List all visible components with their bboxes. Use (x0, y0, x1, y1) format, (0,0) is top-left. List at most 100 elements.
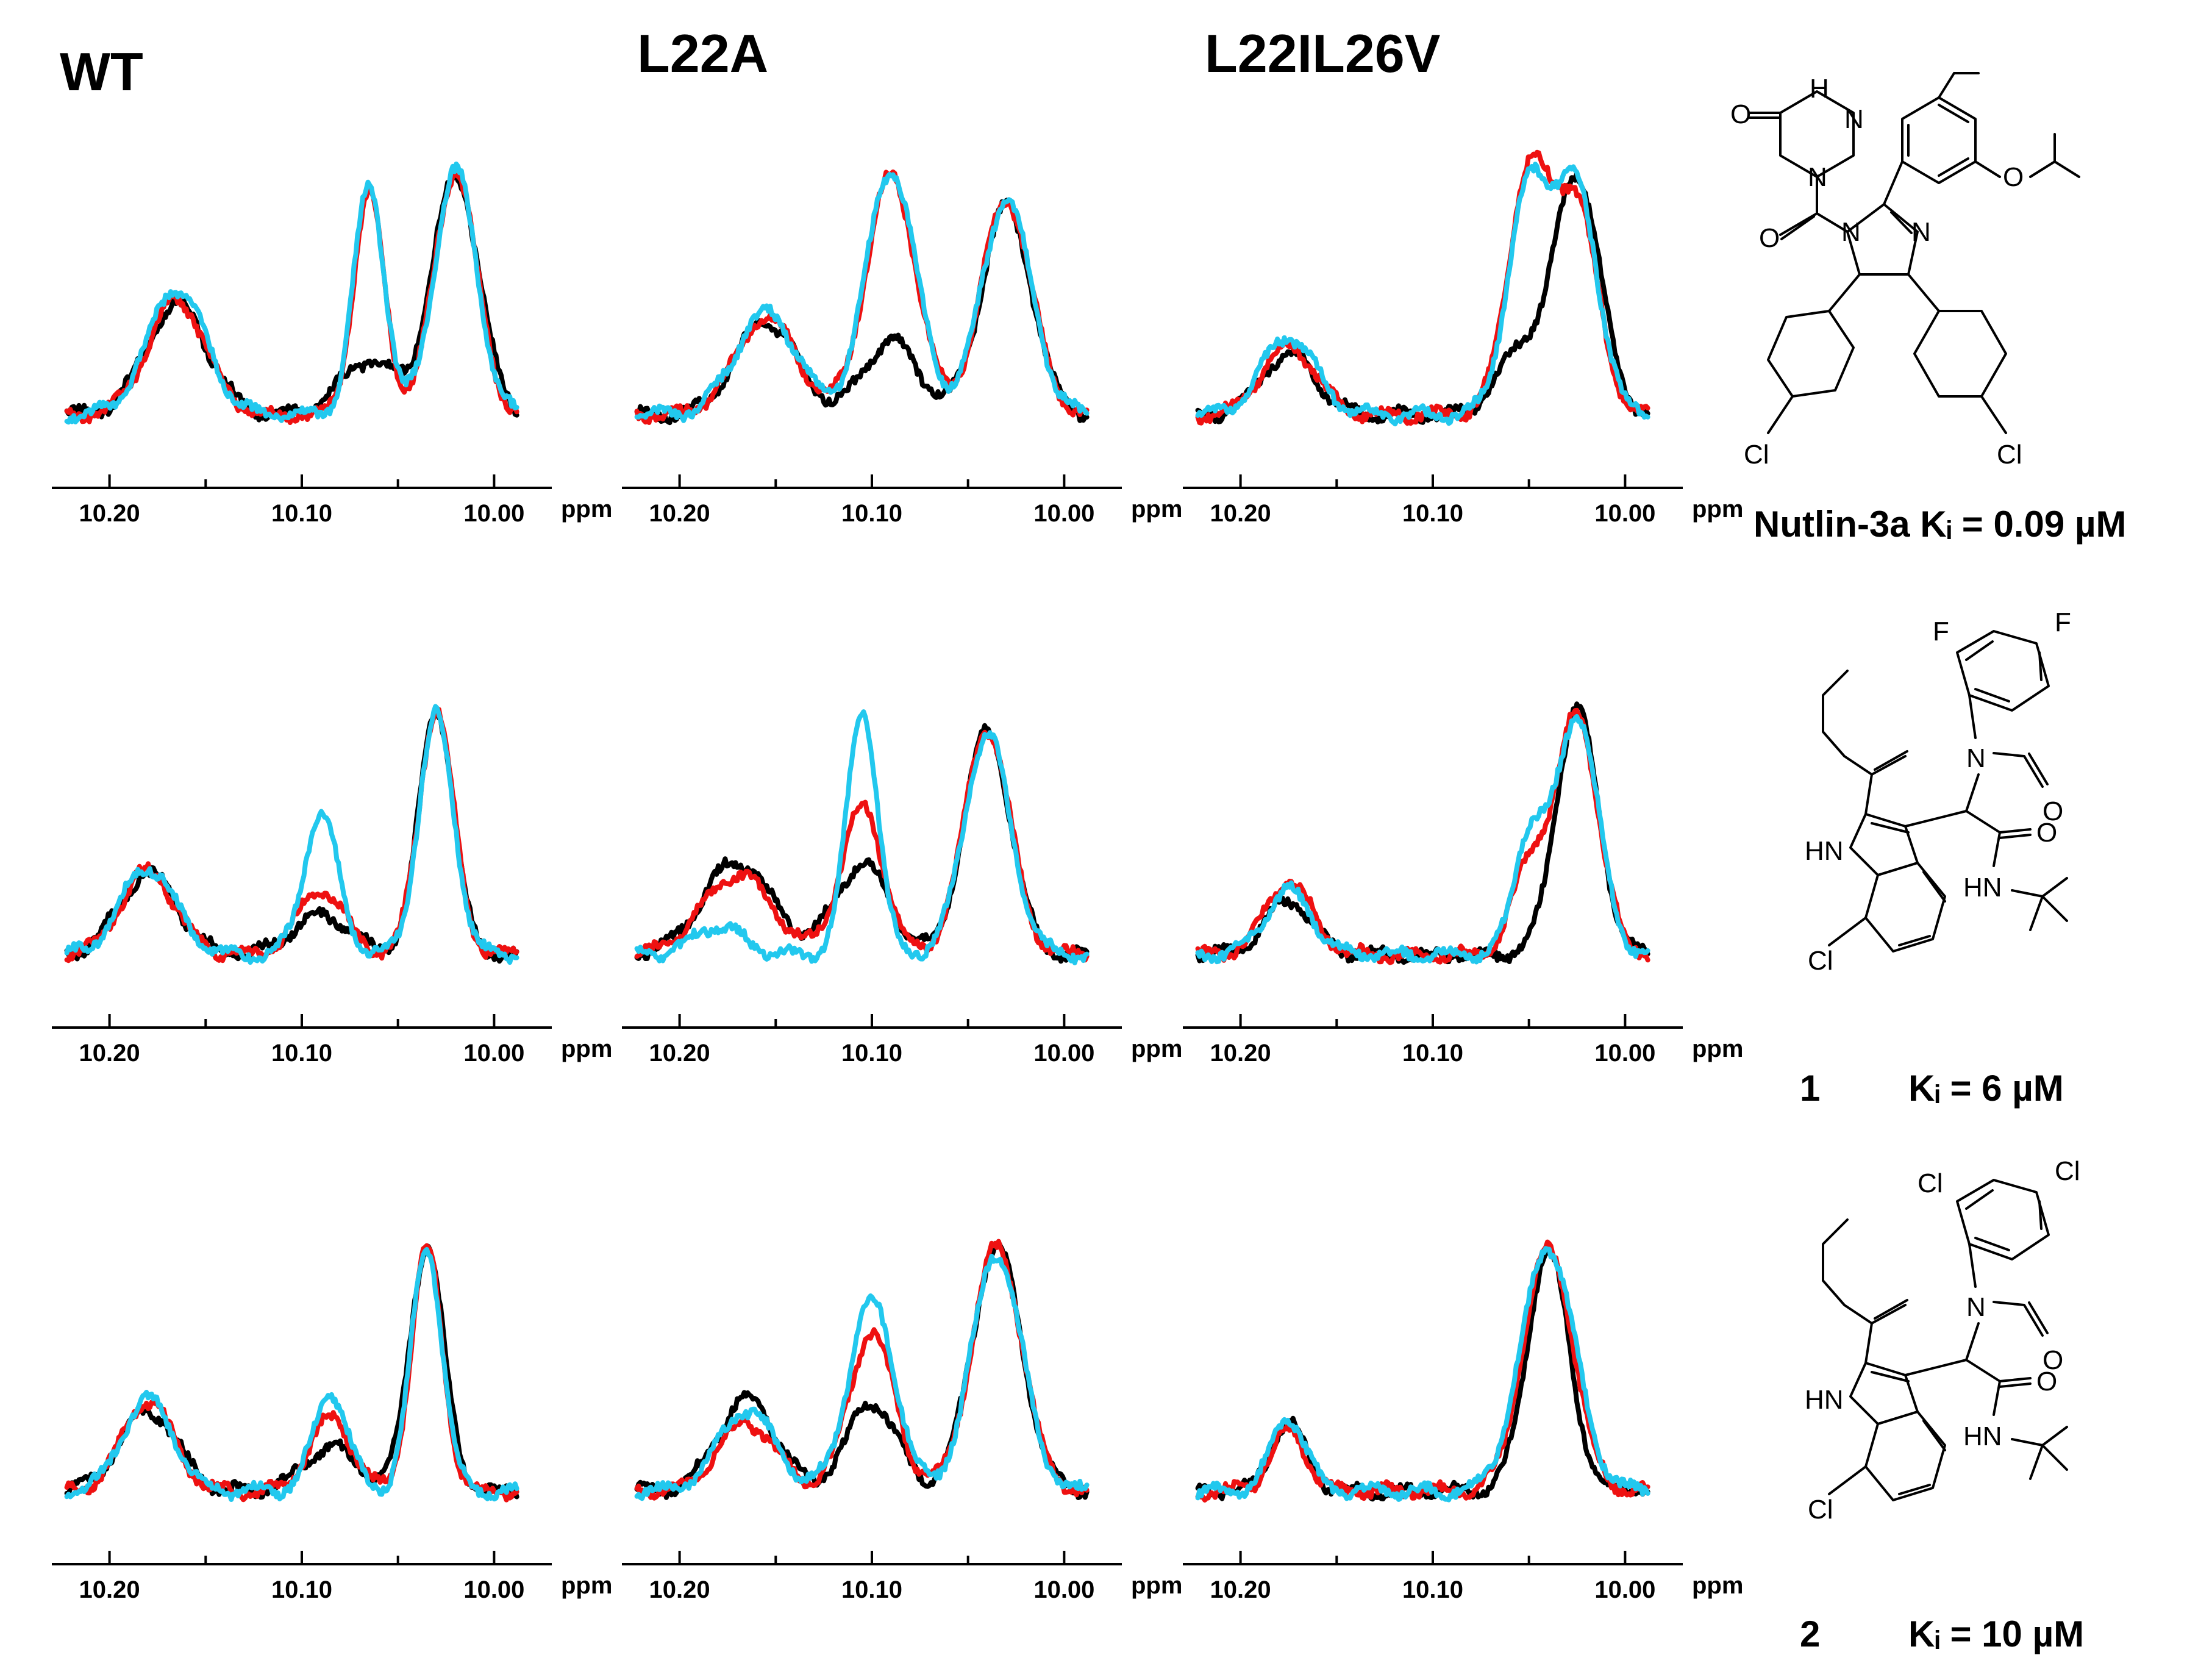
atom-o: O (2043, 796, 2063, 826)
spectrum-panel: 10.20 10.10 10.00 ppm (622, 169, 1182, 527)
tick-label: 10.20 (79, 1576, 140, 1603)
column-title-wt: WT (60, 41, 143, 102)
atom-f: F (1933, 617, 1949, 646)
spectrum-black-series (634, 723, 1090, 964)
tick-label: 10.00 (1594, 1040, 1655, 1067)
tick-label: 10.10 (271, 1040, 332, 1067)
spectrum-panel: 10.20 10.10 10.00 ppm (1183, 1239, 1743, 1603)
column-title-l22il26v: L22IL26V (1205, 23, 1441, 84)
atom-n: N (1808, 162, 1827, 192)
atom-o: O (2036, 818, 2057, 848)
atom-cl: Cl (2055, 1156, 2080, 1186)
atom-hn: HN (1805, 836, 1844, 866)
atom-hn: HN (1963, 873, 2002, 903)
tick-label: 10.00 (463, 500, 524, 527)
spectrum-panel: 10.20 10.10 10.00 ppm (622, 709, 1182, 1067)
atom-n: N (1966, 743, 1986, 773)
tick-label: 10.20 (79, 1040, 140, 1067)
atom-n: N (1841, 217, 1861, 247)
tick-label: 10.00 (1594, 1576, 1655, 1603)
atom-n: N (1911, 217, 1931, 247)
spectrum-cyan-series (1195, 713, 1650, 965)
tick-label: 10.10 (271, 1576, 332, 1603)
spectrum-cyan-series (634, 171, 1090, 423)
x-axis-unit-label: ppm (561, 1572, 612, 1599)
spectrum-cyan-series (64, 704, 519, 965)
spectrum-panel: 10.20 10.10 10.00 ppm (52, 704, 612, 1067)
atom-o: O (1730, 99, 1751, 129)
spectrum-red-series (1195, 707, 1650, 965)
tick-label: 10.20 (1210, 500, 1271, 527)
spectra-panels: 10.20 10.10 10.00 ppm 10.20 10.10 10.00 ppm 10.2… (52, 149, 1743, 1603)
spectrum-black-series (1195, 170, 1650, 425)
atom-n: N (1966, 1292, 1986, 1322)
spectrum-panel: 10.20 10.10 10.00 ppm (52, 1243, 612, 1603)
atom-cl: Cl (1918, 1168, 1943, 1198)
spectrum-red-series (1195, 149, 1650, 426)
atom-o: O (2003, 162, 2024, 192)
caption-compound-1-ki: Kᵢ = 6 µM (1908, 1068, 2064, 1109)
tick-label: 10.10 (1402, 1576, 1463, 1603)
atom-cl: Cl (1808, 946, 1833, 976)
atom-o: O (1759, 223, 1780, 253)
spectrum-cyan-series (64, 161, 519, 425)
spectrum-panel: 10.20 10.10 10.00 ppm (622, 1239, 1182, 1603)
caption-nutlin-3a: Nutlin-3a Kᵢ = 0.09 µM (1754, 504, 2127, 545)
spectrum-panel: 10.20 10.10 10.00 ppm (1183, 701, 1743, 1067)
spectrum-black-series (64, 1243, 519, 1500)
x-axis-unit-label: ppm (1131, 496, 1182, 523)
caption-compound-1-number: 1 (1800, 1068, 1820, 1109)
x-axis-unit-label: ppm (1692, 1035, 1743, 1062)
atom-hn: HN (1805, 1385, 1844, 1415)
tick-label: 10.00 (463, 1040, 524, 1067)
tick-label: 10.00 (463, 1576, 524, 1603)
x-axis-unit-label: ppm (1131, 1572, 1182, 1599)
tick-label: 10.20 (1210, 1576, 1271, 1603)
spectrum-red-series (634, 729, 1090, 963)
spectrum-cyan-series (634, 709, 1090, 965)
spectrum-red-series (64, 172, 519, 425)
atom-o: O (2043, 1345, 2063, 1375)
tick-label: 10.10 (841, 500, 902, 527)
tick-label: 10.00 (1033, 500, 1094, 527)
structure-compound-1: F F N O O HN HN Cl (1805, 607, 2071, 976)
tick-label: 10.00 (1594, 500, 1655, 527)
atom-hn: HN (1963, 1421, 2002, 1451)
spectrum-cyan-series (1195, 1246, 1650, 1503)
tick-label: 10.10 (1402, 1040, 1463, 1067)
caption-compound-2-number: 2 (1800, 1614, 1820, 1654)
tick-label: 10.20 (649, 1040, 710, 1067)
atom-n: N (1844, 104, 1864, 134)
tick-label: 10.20 (649, 500, 710, 527)
spectrum-panel: 10.20 10.10 10.00 ppm (1183, 149, 1743, 527)
spectrum-cyan-series (64, 1246, 519, 1502)
tick-label: 10.10 (1402, 500, 1463, 527)
tick-label: 10.20 (1210, 1040, 1271, 1067)
tick-label: 10.20 (649, 1576, 710, 1603)
atom-cl: Cl (1744, 440, 1769, 470)
spectrum-cyan-series (1195, 162, 1650, 427)
caption-compound-2-ki: Kᵢ = 10 µM (1908, 1614, 2084, 1654)
atom-h: H (1810, 74, 1829, 104)
atom-cl: Cl (1997, 440, 2022, 470)
tick-label: 10.00 (1033, 1040, 1094, 1067)
x-axis-unit-label: ppm (1692, 496, 1743, 523)
atom-cl: Cl (1808, 1495, 1833, 1525)
x-axis-unit-label: ppm (561, 496, 612, 523)
x-axis-unit-label: ppm (1131, 1035, 1182, 1062)
tick-label: 10.00 (1033, 1576, 1094, 1603)
structure-nutlin-3a: H N O N O N N O Cl Cl (1730, 72, 2080, 470)
tick-label: 10.10 (271, 500, 332, 527)
column-title-l22a: L22A (637, 23, 768, 84)
spectrum-panel: 10.20 10.10 10.00 ppm (52, 161, 612, 527)
x-axis-unit-label: ppm (561, 1035, 612, 1062)
spectrum-red-series (1195, 1239, 1650, 1503)
tick-label: 10.10 (841, 1576, 902, 1603)
atom-f: F (2055, 607, 2071, 637)
spectrum-cyan-series (634, 1254, 1090, 1501)
tick-label: 10.20 (79, 500, 140, 527)
tick-label: 10.10 (841, 1040, 902, 1067)
structure-compound-2: Cl Cl N O O HN HN Cl (1805, 1156, 2080, 1525)
x-axis-unit-label: ppm (1692, 1572, 1743, 1599)
